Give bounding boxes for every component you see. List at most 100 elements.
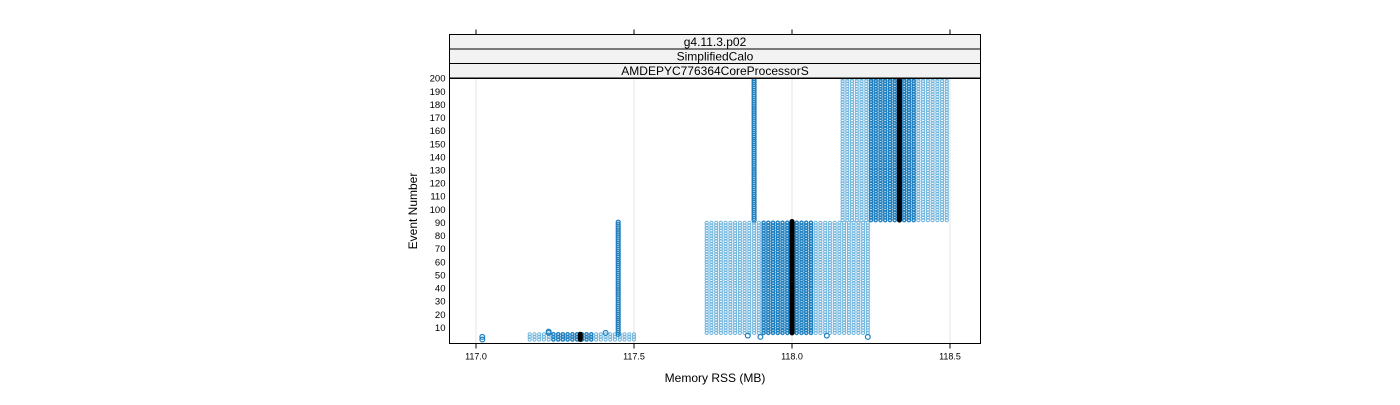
data-point (940, 160, 945, 165)
data-point (856, 320, 861, 325)
data-point (846, 325, 852, 330)
data-point (747, 236, 752, 241)
data-point (854, 202, 859, 207)
data-point (752, 291, 757, 296)
data-point (935, 183, 940, 189)
y-tick-label: 170 (430, 113, 446, 124)
data-point (925, 204, 931, 210)
data-point (940, 89, 945, 94)
data-point (823, 317, 828, 322)
data-point (714, 278, 719, 283)
data-point (859, 199, 864, 204)
data-point (840, 79, 845, 84)
data-point (846, 239, 852, 244)
data-point (846, 330, 852, 335)
data-point (842, 249, 847, 254)
y-tick-label: 10 (435, 323, 446, 334)
data-point (742, 275, 747, 280)
data-point (813, 236, 818, 241)
data-point (737, 236, 743, 241)
data-point (723, 286, 728, 291)
data-point (718, 246, 724, 252)
data-point (728, 233, 733, 238)
data-point (837, 273, 842, 278)
data-point (856, 252, 861, 257)
data-point (756, 267, 761, 273)
data-point (861, 330, 866, 335)
data-point (856, 254, 861, 259)
data-point (859, 134, 864, 139)
data-point (737, 281, 743, 286)
data-point (742, 302, 747, 307)
data-point (747, 249, 752, 254)
data-point (733, 307, 738, 312)
data-point (840, 81, 845, 86)
data-point (854, 131, 859, 136)
data-point (704, 262, 709, 267)
data-point (832, 315, 837, 320)
data-point (849, 134, 855, 139)
data-point (935, 168, 940, 173)
data-point (840, 168, 845, 173)
data-point (737, 307, 743, 312)
data-point (837, 246, 842, 252)
data-point (856, 278, 861, 283)
data-point (849, 157, 855, 162)
data-point (864, 202, 869, 207)
data-point (935, 131, 940, 136)
data-point (940, 86, 945, 92)
data-point (709, 296, 714, 301)
data-point (849, 194, 855, 199)
data-point (854, 170, 859, 175)
data-point (856, 223, 861, 228)
data-point (747, 286, 752, 291)
data-point (921, 207, 926, 212)
data-point (861, 233, 866, 238)
data-point (849, 107, 855, 113)
data-point (827, 320, 833, 325)
data-point (832, 281, 837, 286)
data-point (718, 244, 724, 249)
data-point (854, 155, 859, 160)
data-point (849, 89, 855, 94)
data-point (823, 325, 828, 330)
data-point (827, 312, 833, 317)
data-point (704, 239, 709, 244)
data-point (733, 291, 738, 296)
data-point (849, 189, 855, 194)
y-tick-label: 120 (430, 179, 446, 190)
data-point (747, 317, 752, 322)
data-point (935, 123, 940, 128)
data-point (864, 118, 869, 123)
data-point (808, 220, 814, 226)
data-point (925, 86, 931, 92)
data-point (842, 283, 847, 288)
data-point (709, 312, 714, 317)
data-point (921, 155, 926, 160)
data-point (532, 332, 537, 337)
data-point (921, 128, 926, 134)
data-point (818, 317, 823, 322)
data-point (842, 296, 847, 301)
data-point (851, 328, 856, 333)
data-point (840, 210, 845, 215)
data-point (756, 249, 761, 254)
data-point (861, 262, 866, 267)
data-point (842, 267, 847, 273)
data-point (832, 302, 837, 307)
data-point (837, 265, 842, 270)
data-point (742, 223, 747, 228)
data-point (737, 225, 743, 231)
data-point (718, 252, 724, 257)
data-point (733, 246, 738, 252)
data-point (940, 121, 945, 126)
data-point (859, 157, 864, 162)
data-point (842, 257, 847, 262)
data-point (570, 331, 575, 337)
data-point (840, 149, 845, 154)
data-point (859, 79, 864, 84)
data-point (865, 291, 870, 296)
data-point (930, 168, 935, 173)
data-point (856, 239, 861, 244)
data-point (930, 215, 935, 220)
